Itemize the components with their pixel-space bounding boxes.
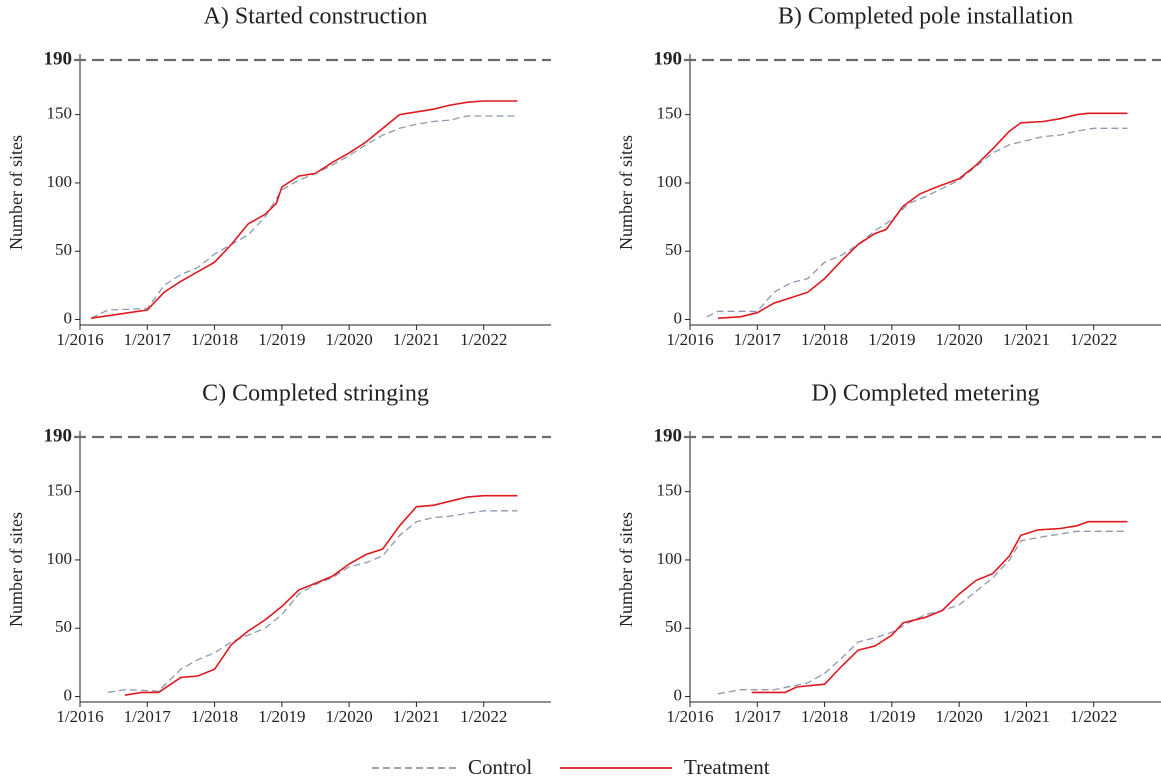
x-tick-label: 1/2017 bbox=[734, 707, 782, 726]
y-tick-label: 150 bbox=[657, 104, 683, 123]
series-line bbox=[751, 520, 1128, 694]
x-tick-label: 1/2021 bbox=[393, 330, 440, 349]
series-line bbox=[717, 112, 1128, 319]
x-tick-label: 1/2019 bbox=[258, 330, 305, 349]
x-tick-label: 1/2021 bbox=[393, 707, 440, 726]
y-axis-label: Number of sites bbox=[616, 512, 636, 627]
x-tick-label: 1/2019 bbox=[258, 707, 305, 726]
x-tick-label: 1/2020 bbox=[936, 707, 983, 726]
x-tick-label: 1/2018 bbox=[801, 707, 848, 726]
y-axis-label: Number of sites bbox=[6, 512, 26, 627]
x-tick-label: 1/2016 bbox=[666, 707, 713, 726]
y-tick-label: 50 bbox=[55, 617, 72, 636]
x-tick-label: 1/2022 bbox=[460, 330, 507, 349]
y-tick-label: 0 bbox=[64, 685, 73, 704]
x-tick-label: 1/2018 bbox=[191, 707, 238, 726]
x-tick-label: 1/2022 bbox=[1070, 707, 1117, 726]
x-tick-label: 1/2016 bbox=[56, 707, 103, 726]
x-tick-label: 1/2016 bbox=[56, 330, 103, 349]
x-tick-label: 1/2022 bbox=[460, 707, 507, 726]
y-tick-label: 150 bbox=[657, 481, 683, 500]
x-tick-label: 1/2017 bbox=[734, 330, 782, 349]
y-tick-label: 100 bbox=[657, 172, 683, 191]
y-tick-label: 150 bbox=[47, 481, 73, 500]
y-tick-label: 0 bbox=[64, 308, 73, 327]
y-axis-label: Number of sites bbox=[616, 135, 636, 250]
series-line bbox=[90, 115, 518, 319]
x-tick-label: 1/2019 bbox=[868, 707, 915, 726]
x-tick-label: 1/2017 bbox=[124, 330, 172, 349]
series-line bbox=[124, 494, 518, 696]
reference-label: 190 bbox=[654, 48, 683, 69]
y-tick-label: 100 bbox=[657, 549, 683, 568]
panel-title: A) Started construction bbox=[204, 4, 428, 30]
y-tick-label: 100 bbox=[47, 549, 73, 568]
legend-label: Treatment bbox=[684, 755, 770, 779]
x-tick-label: 1/2016 bbox=[666, 330, 713, 349]
x-tick-label: 1/2018 bbox=[191, 330, 238, 349]
series-line bbox=[91, 100, 518, 319]
legend-label: Control bbox=[468, 755, 532, 779]
x-tick-label: 1/2018 bbox=[801, 330, 848, 349]
y-tick-label: 50 bbox=[665, 240, 682, 259]
x-tick-label: 1/2021 bbox=[1003, 707, 1050, 726]
y-tick-label: 150 bbox=[47, 104, 73, 123]
x-tick-label: 1/2019 bbox=[868, 330, 915, 349]
x-tick-label: 1/2020 bbox=[936, 330, 983, 349]
panel-title: D) Completed metering bbox=[812, 381, 1040, 407]
series-line bbox=[706, 127, 1128, 318]
x-tick-label: 1/2020 bbox=[326, 707, 373, 726]
x-tick-label: 1/2022 bbox=[1070, 330, 1117, 349]
y-tick-label: 0 bbox=[674, 308, 683, 327]
series-line bbox=[717, 530, 1128, 695]
x-tick-label: 1/2020 bbox=[326, 330, 373, 349]
x-tick-label: 1/2017 bbox=[124, 707, 172, 726]
y-tick-label: 0 bbox=[674, 685, 683, 704]
x-tick-label: 1/2021 bbox=[1003, 330, 1050, 349]
y-axis-label: Number of sites bbox=[6, 135, 26, 250]
y-tick-label: 50 bbox=[665, 617, 682, 636]
reference-label: 190 bbox=[654, 425, 683, 446]
y-tick-label: 100 bbox=[47, 172, 73, 191]
y-tick-label: 50 bbox=[55, 240, 72, 259]
reference-label: 190 bbox=[44, 425, 73, 446]
series-line bbox=[107, 510, 518, 694]
reference-label: 190 bbox=[44, 48, 73, 69]
panel-title: C) Completed stringing bbox=[202, 381, 429, 407]
panel-title: B) Completed pole installation bbox=[778, 4, 1073, 30]
